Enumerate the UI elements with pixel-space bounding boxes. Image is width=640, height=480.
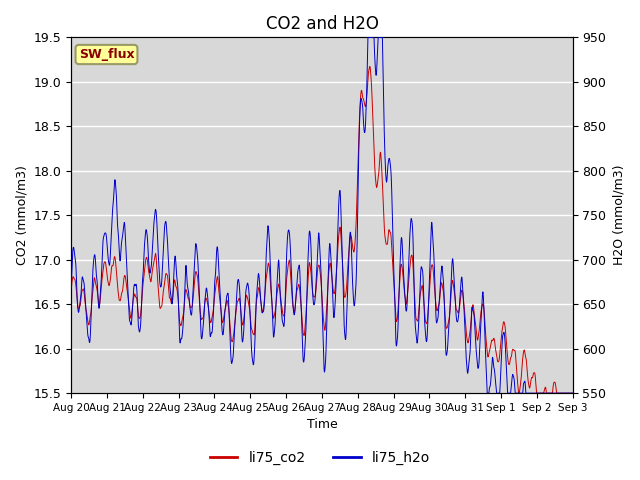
Title: CO2 and H2O: CO2 and H2O	[266, 15, 378, 33]
X-axis label: Time: Time	[307, 419, 337, 432]
Text: SW_flux: SW_flux	[79, 48, 134, 61]
Y-axis label: H2O (mmol/m3): H2O (mmol/m3)	[612, 165, 625, 265]
Y-axis label: CO2 (mmol/m3): CO2 (mmol/m3)	[15, 165, 28, 265]
Legend: li75_co2, li75_h2o: li75_co2, li75_h2o	[204, 445, 436, 471]
